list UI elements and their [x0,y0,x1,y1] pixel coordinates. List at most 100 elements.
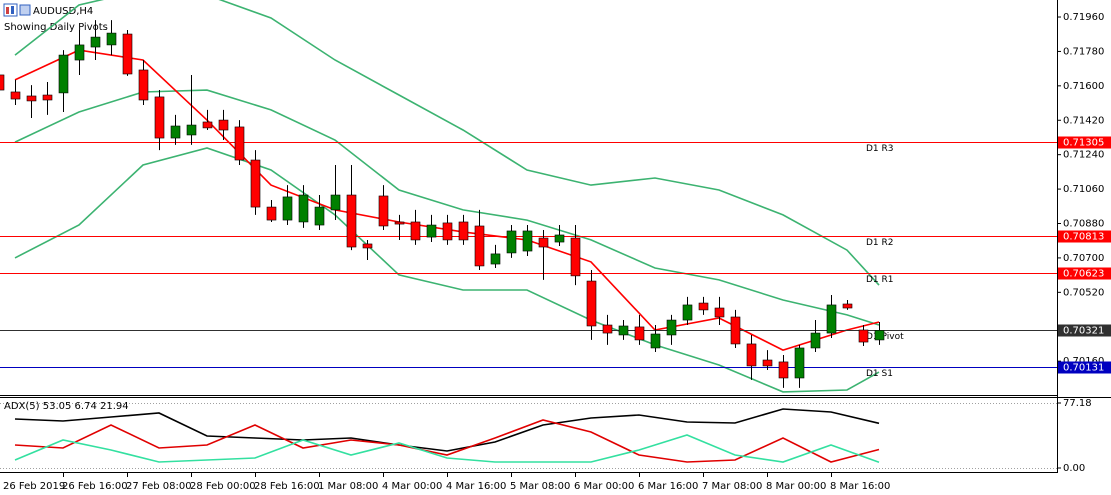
x-tick-label: 4 Mar 16:00 [446,481,506,492]
candle-body [634,326,645,341]
candle-body [618,325,629,336]
candle-body [842,303,853,309]
x-tick-label: 4 Mar 00:00 [382,481,442,492]
indicator-line [14,408,880,452]
candle-body [266,206,277,221]
y-tick-label: 0.71780 [1063,46,1104,57]
price-box [1058,230,1111,243]
y-tick-label: 77.18 [1063,398,1092,409]
y-tick-label: 0.70700 [1063,253,1104,264]
candle-body [826,304,837,334]
chart-title: AUDUSD,H4 [33,6,93,17]
pivot-label: D1 R3 [866,144,894,154]
indicator-title: ADX(5) 53.05 6.74 21.94 [4,401,129,412]
price-box-label: 0.70321 [1063,326,1104,337]
price-box-label: 0.71305 [1063,138,1104,149]
chart-subtitle: Showing Daily Pivots [4,22,108,33]
x-tick-label: 1 Mar 08:00 [318,481,378,492]
candle-body [650,333,661,349]
y-tick-label: 0.71060 [1063,184,1104,195]
pivot-label: D1 R2 [866,238,894,248]
price-box [1058,324,1111,337]
y-tick-label: 0.71420 [1063,115,1104,126]
price-box-label: 0.70131 [1063,363,1104,374]
candle-body [218,119,229,131]
x-tick-label: 28 Feb 16:00 [254,481,320,492]
price-box [1058,361,1111,374]
indicator-line [14,419,880,463]
candle-body [138,69,149,101]
indicator-pane [0,403,1057,469]
candle-body [490,253,501,265]
candle-body [458,221,469,241]
y-tick-label: 0.71600 [1063,81,1104,92]
x-tick-label: 7 Mar 08:00 [702,481,762,492]
y-tick-label: 0.70880 [1063,219,1104,230]
candle-body [74,44,85,61]
indicator-line [14,434,880,464]
candle-body [170,125,181,139]
candle-body [586,280,597,327]
candle-body [698,302,709,311]
candle-body [394,221,405,225]
candle-body [346,194,357,248]
candle-body [378,195,389,227]
candle-body [410,221,421,241]
candle-body [10,91,21,100]
pivot-label: D1 S1 [866,369,893,379]
price-box [1058,267,1111,280]
candle-body [282,196,293,221]
candle-body [42,94,53,101]
price-box-label: 0.70623 [1063,269,1104,280]
candle-body [250,159,261,208]
y-tick-label: 0.71240 [1063,150,1104,161]
price-pane: D1 R3 D1 R2 D1 R1 D1 Pivot D1 S1 [0,0,1057,393]
candle-body [682,304,693,321]
y-tick-label: 0.71960 [1063,12,1104,23]
candle-body [426,224,437,238]
candle-body [0,74,5,91]
candle-body [90,36,101,48]
candle-body [746,343,757,367]
overlay-line [14,89,880,326]
candle-body [570,237,581,277]
y-tick-label: 0.00 [1063,463,1085,474]
candle-body [234,126,245,161]
x-tick-label: 5 Mar 08:00 [510,481,570,492]
x-tick-label: 28 Feb 00:00 [190,481,256,492]
candle-body [154,96,165,139]
candle-body [730,316,741,345]
candle-body [362,243,373,249]
pivot-label: D1 R1 [866,275,894,285]
candle-body [442,222,453,241]
price-box-label: 0.70813 [1063,232,1104,243]
candle-body [58,54,69,94]
candle-body [186,124,197,136]
candle-body [506,230,517,254]
candle-body [794,347,805,379]
candle-body [778,361,789,379]
x-tick-label: 8 Mar 16:00 [830,481,890,492]
candle-body [858,329,869,343]
candle-body [522,230,533,252]
candle-body [714,307,725,318]
axes: 0.71960 0.71780 0.71600 0.71420 0.71240 0.710… [3,12,1111,492]
candle-body [26,95,37,102]
symbol-icon [3,3,31,17]
y-tick-label: 0.70520 [1063,287,1104,298]
candle-body [202,121,213,129]
candle-body [666,319,677,336]
candle-body [554,234,565,243]
overlay-line [14,147,880,393]
x-tick-label: 8 Mar 00:00 [766,481,826,492]
x-tick-label: 26 Feb 2019 [3,481,65,492]
pivot-label: D1 Pivot [866,332,904,342]
candle-body [314,206,325,226]
candle-body [298,194,309,223]
price-box [1058,136,1111,149]
candle-body [810,332,821,349]
candle-body [330,194,341,211]
candle-body [122,33,133,75]
